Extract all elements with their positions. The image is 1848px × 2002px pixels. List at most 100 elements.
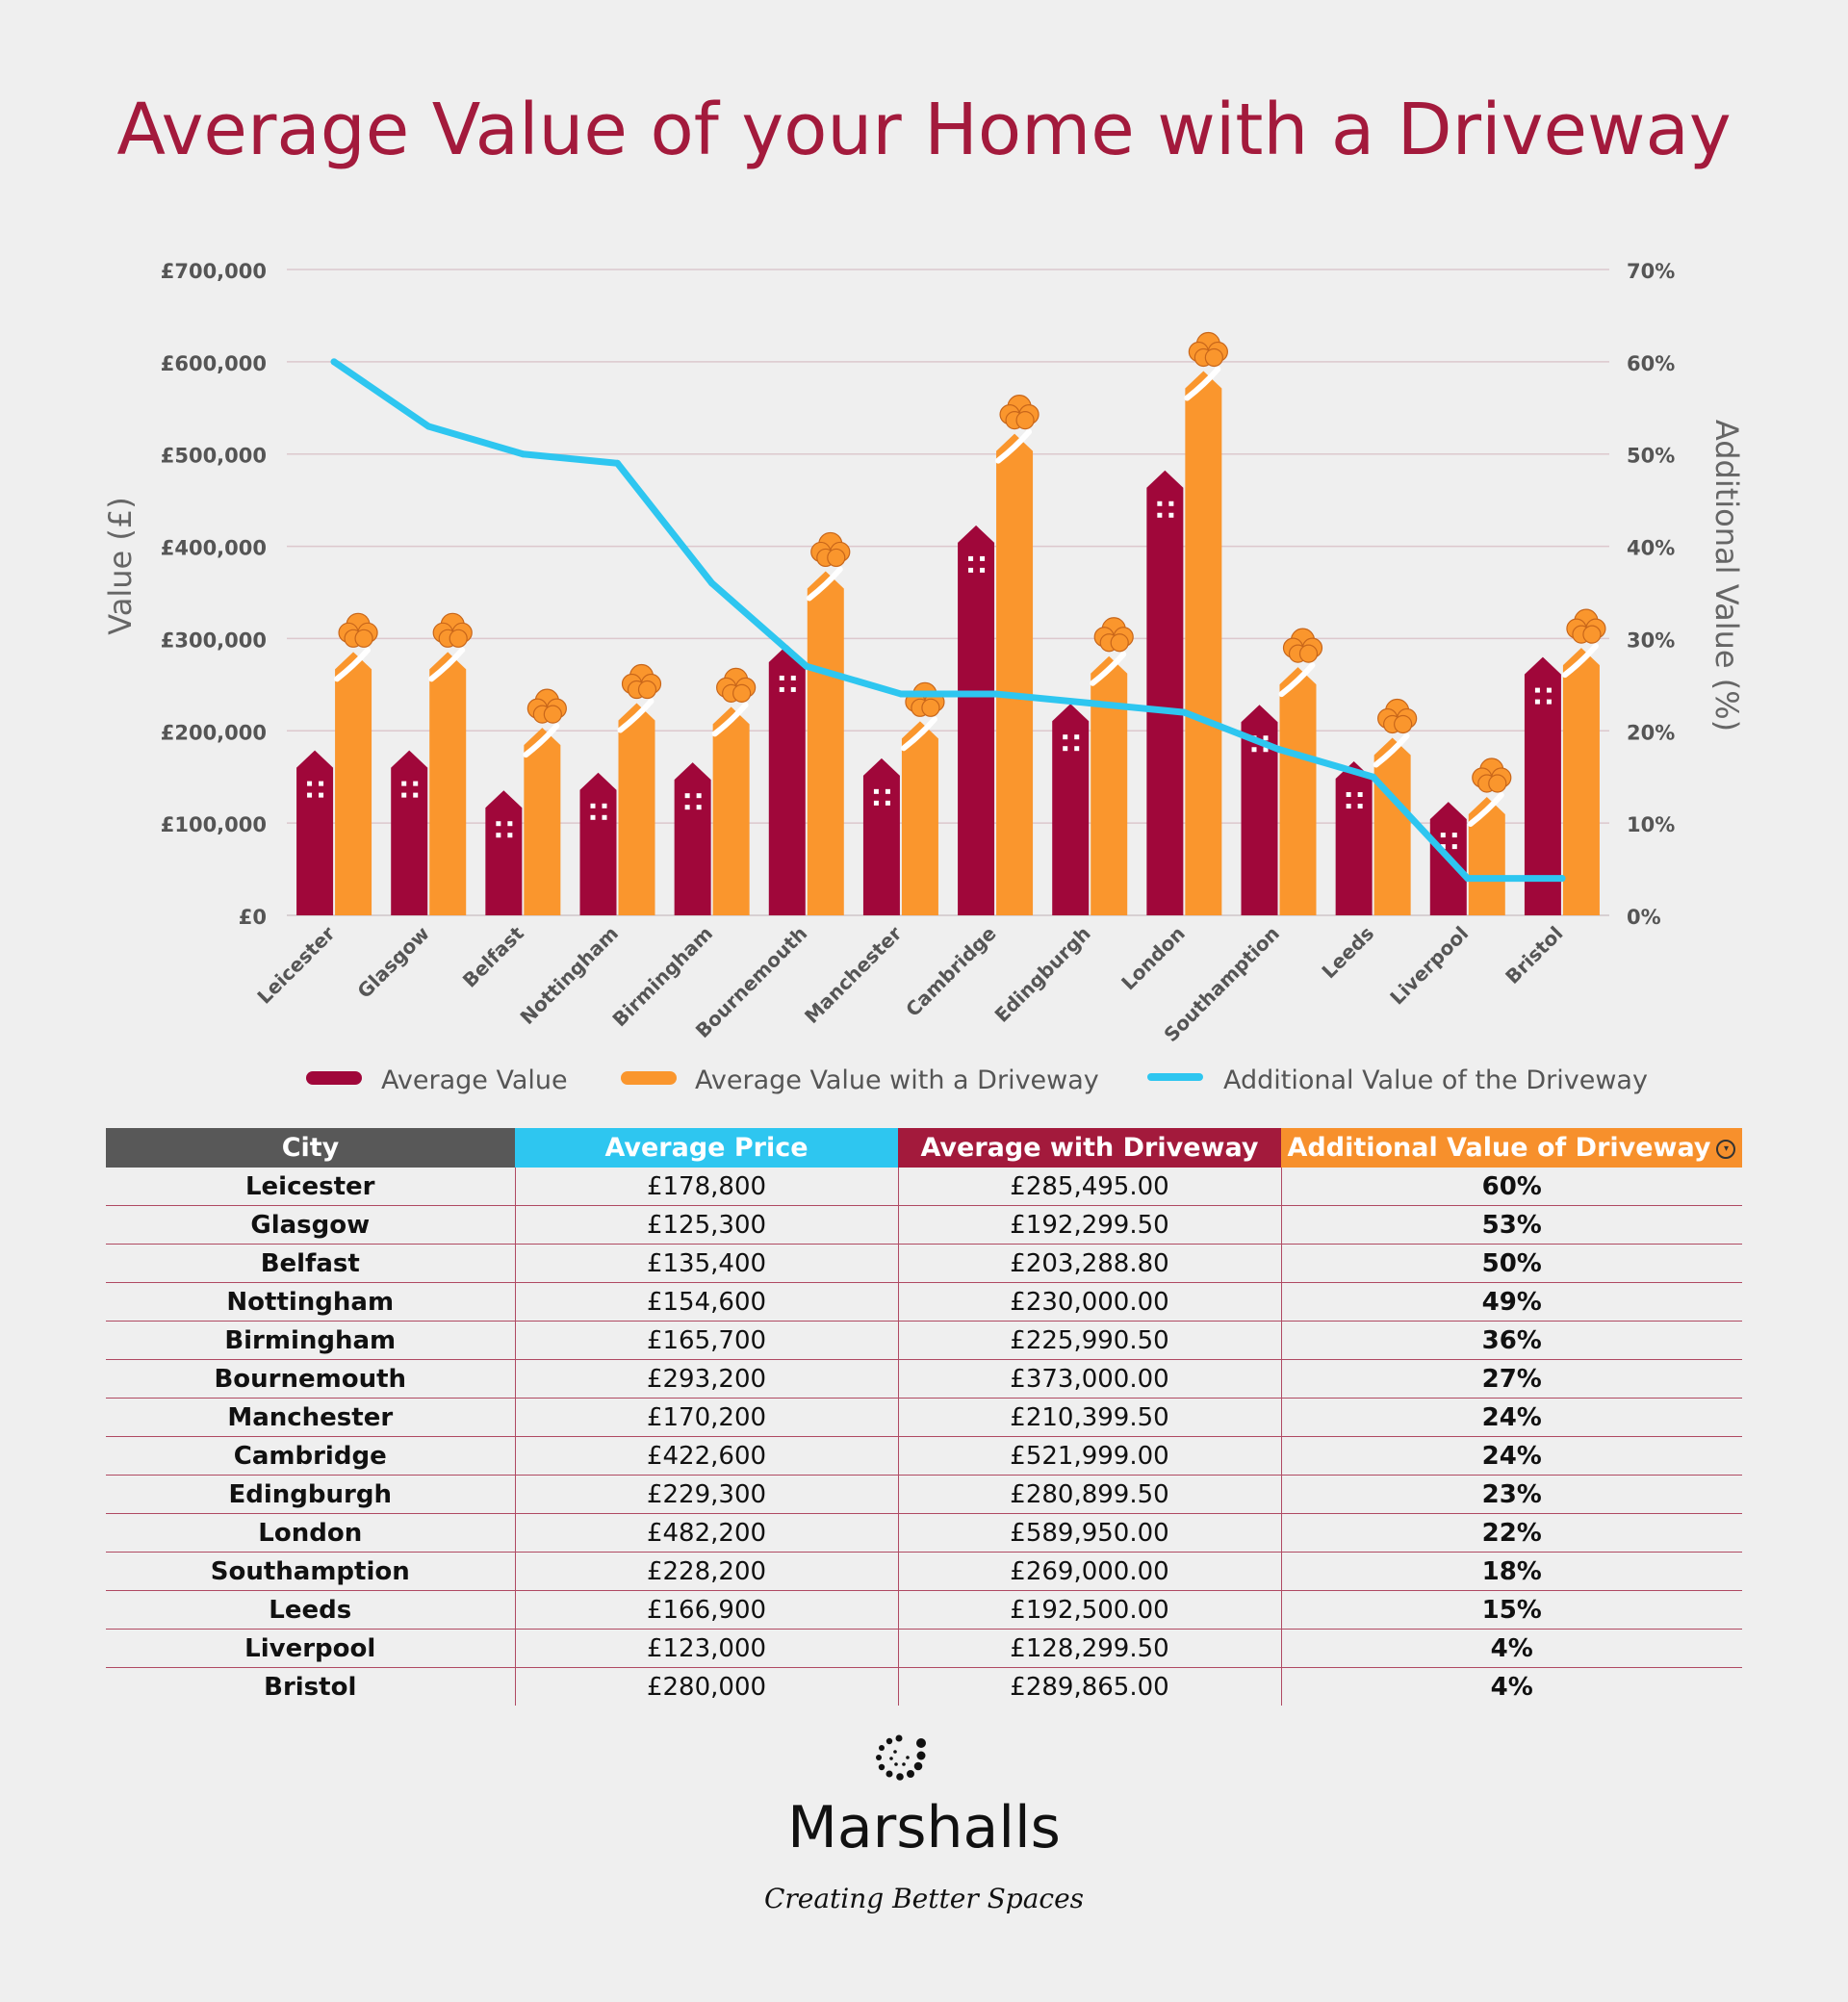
cell-average-price: £125,300 bbox=[514, 1205, 898, 1245]
y-left-tick-label: £0 bbox=[239, 906, 267, 929]
page-title: Average Value of your Home with a Drivew… bbox=[116, 89, 1732, 171]
line-point bbox=[803, 662, 810, 670]
house-window bbox=[1357, 804, 1363, 809]
tree-icon bbox=[716, 667, 757, 703]
table-row: Liverpool £123,000 £128,299.50 4% bbox=[106, 1629, 1742, 1668]
table-row: Manchester £170,200 £210,399.50 24% bbox=[106, 1398, 1742, 1437]
cell-average-price: £135,400 bbox=[514, 1244, 898, 1283]
table-row: Bournemouth £293,200 £373,000.00 27% bbox=[106, 1359, 1742, 1399]
logo-dots-icon bbox=[876, 1734, 926, 1781]
bar-average-with-driveway bbox=[523, 688, 567, 915]
x-tick-label: Manchester bbox=[800, 921, 907, 1028]
house-window bbox=[790, 675, 796, 680]
cell-average-with-driveway: £192,299.50 bbox=[897, 1205, 1281, 1245]
bar-average-with-driveway bbox=[995, 395, 1040, 915]
house-icon bbox=[296, 750, 334, 915]
logo-tagline: Creating Better Spaces bbox=[763, 1883, 1085, 1914]
cell-city: Southamption bbox=[106, 1552, 515, 1591]
cell-city: Leeds bbox=[106, 1590, 515, 1630]
sort-toggle-icon[interactable]: ▾ bbox=[1716, 1139, 1736, 1159]
cell-average-price: £280,000 bbox=[514, 1667, 898, 1706]
line-point bbox=[1086, 700, 1093, 707]
bar-average-value bbox=[485, 790, 523, 915]
cell-average-with-driveway: £521,999.00 bbox=[897, 1436, 1281, 1476]
house-window bbox=[590, 803, 596, 808]
line-point bbox=[708, 579, 716, 587]
y-right-tick-label: 30% bbox=[1627, 629, 1675, 652]
house-window bbox=[1546, 699, 1552, 705]
house-window bbox=[496, 821, 501, 827]
bar-average-value bbox=[862, 757, 900, 915]
driveway-icon bbox=[1561, 643, 1599, 679]
tree-icon bbox=[810, 531, 851, 568]
house-window bbox=[779, 686, 784, 692]
cell-city: Nottingham bbox=[106, 1282, 515, 1322]
house-window bbox=[1263, 735, 1269, 741]
house-window bbox=[1251, 747, 1257, 753]
cell-average-price: £166,900 bbox=[514, 1590, 898, 1630]
y-right-tick-label: 40% bbox=[1627, 537, 1675, 560]
header-additional-value[interactable]: Additional Value of Driveway ▾ bbox=[1281, 1128, 1742, 1168]
legend-label-average-with-driveway: Average Value with a Driveway bbox=[695, 1065, 1099, 1095]
house-window bbox=[696, 793, 702, 799]
table-row: Edingburgh £229,300 £280,899.50 23% bbox=[106, 1475, 1742, 1514]
x-tick-label: Liverpool bbox=[1385, 922, 1473, 1010]
table-row: Leicester £178,800 £285,495.00 60% bbox=[106, 1168, 1742, 1206]
cell-additional-value: 24% bbox=[1280, 1436, 1742, 1476]
header-additional-value-label: Additional Value of Driveway bbox=[1287, 1133, 1711, 1163]
tree-icon bbox=[1093, 617, 1134, 653]
y-right-tick-label: 60% bbox=[1627, 352, 1675, 375]
y-right-tick-label: 50% bbox=[1627, 445, 1675, 468]
y-right-tick-label: 70% bbox=[1627, 260, 1675, 283]
table-row: Southamption £228,200 £269,000.00 18% bbox=[106, 1552, 1742, 1591]
house-window bbox=[980, 567, 986, 573]
y-left-tick-label: £500,000 bbox=[161, 445, 267, 468]
x-tick-label: Belfast bbox=[458, 921, 528, 991]
cell-additional-value: 36% bbox=[1280, 1321, 1742, 1360]
legend: Average Value Average Value with a Drive… bbox=[306, 1065, 1648, 1095]
header-average-price[interactable]: Average Price bbox=[515, 1128, 898, 1168]
cell-average-price: £165,700 bbox=[514, 1321, 898, 1360]
house-window bbox=[1451, 844, 1457, 850]
table-header-row: City Average Price Average with Driveway… bbox=[106, 1128, 1742, 1168]
tree-icon bbox=[526, 688, 567, 724]
logo-name: Marshalls bbox=[787, 1794, 1061, 1861]
bar-average-value bbox=[296, 750, 334, 915]
house-window bbox=[1063, 746, 1068, 752]
house-icon bbox=[1146, 470, 1184, 915]
bar-average-with-driveway bbox=[1090, 617, 1134, 915]
cell-average-price: £178,800 bbox=[514, 1168, 898, 1206]
tree-icon bbox=[999, 395, 1040, 430]
house-icon bbox=[618, 703, 655, 915]
header-average-with-driveway[interactable]: Average with Driveway bbox=[898, 1128, 1281, 1168]
table-row: Birmingham £165,700 £225,990.50 36% bbox=[106, 1321, 1742, 1360]
house-window bbox=[1534, 699, 1540, 705]
y-left-tick-label: £400,000 bbox=[161, 537, 267, 560]
table-row: Cambridge £422,600 £521,999.00 24% bbox=[106, 1436, 1742, 1476]
house-icon bbox=[1562, 648, 1600, 915]
cell-additional-value: 60% bbox=[1280, 1168, 1742, 1206]
bar-average-value bbox=[1052, 704, 1090, 915]
x-tick-label: Cambridge bbox=[901, 922, 1000, 1021]
house-window bbox=[507, 821, 513, 827]
house-window bbox=[307, 781, 313, 786]
legend-label-additional-value: Additional Value of the Driveway bbox=[1223, 1065, 1648, 1095]
tree-icon bbox=[1472, 757, 1512, 793]
table-row: London £482,200 £589,950.00 22% bbox=[106, 1513, 1742, 1553]
line-point bbox=[1558, 875, 1566, 883]
header-city[interactable]: City bbox=[106, 1128, 515, 1168]
cell-city: London bbox=[106, 1513, 515, 1553]
bar-average-with-driveway bbox=[334, 612, 378, 915]
house-window bbox=[319, 781, 324, 786]
tree-icon bbox=[1282, 628, 1323, 663]
x-tick-label: Bristol bbox=[1501, 922, 1567, 988]
bar-average-with-driveway bbox=[428, 612, 473, 915]
house-window bbox=[590, 814, 596, 820]
legend-swatch-average-with-driveway bbox=[621, 1071, 677, 1085]
cell-additional-value: 27% bbox=[1280, 1359, 1742, 1399]
cell-city: Manchester bbox=[106, 1398, 515, 1437]
house-window bbox=[1063, 734, 1068, 740]
house-window bbox=[401, 781, 407, 786]
house-window bbox=[873, 788, 879, 794]
cell-city: Bristol bbox=[264, 1672, 357, 1702]
